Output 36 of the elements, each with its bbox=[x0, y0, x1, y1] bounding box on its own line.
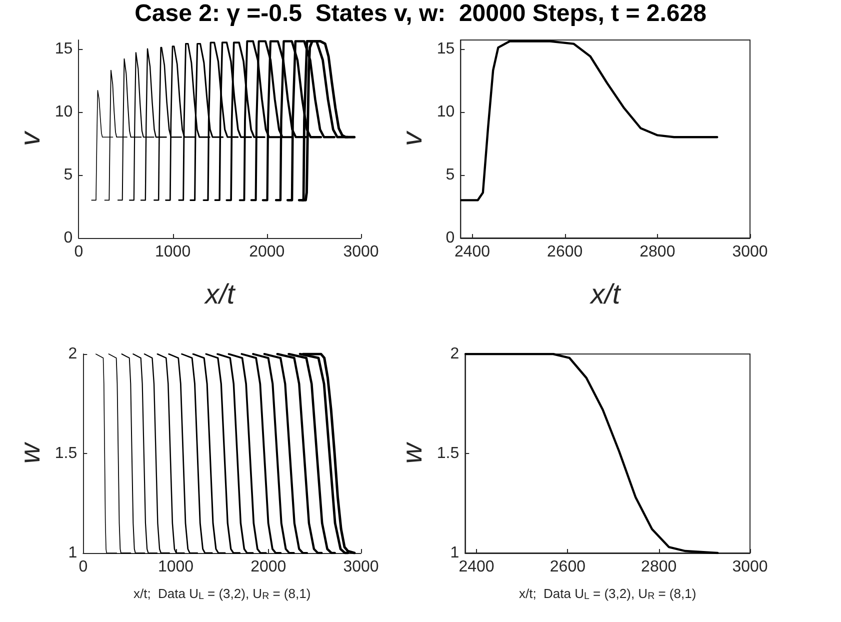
y-tick-label: 1 bbox=[450, 544, 460, 562]
x-tick-label: 2000 bbox=[249, 244, 285, 260]
x-tick-label: 2800 bbox=[641, 558, 677, 576]
y-tick-label: 0 bbox=[64, 230, 73, 246]
x-tick-label: 2600 bbox=[547, 244, 583, 260]
x-tick-label: 0 bbox=[78, 558, 88, 576]
y-tick-label: 2 bbox=[450, 346, 460, 362]
y-tick-label: 1 bbox=[68, 544, 78, 562]
y-axis-title: w bbox=[14, 442, 46, 464]
y-axis-title: w bbox=[396, 442, 428, 464]
y-tick-label: 5 bbox=[64, 166, 73, 184]
y-tick-label: 0 bbox=[446, 230, 455, 246]
y-tick-label: 1.5 bbox=[54, 445, 78, 462]
text: Case 2: γ =-0.5 States v, w: 20000 Steps, t = 2.628 bbox=[134, 0, 708, 28]
y-tick-label: 2 bbox=[68, 346, 78, 362]
y-tick-label: 5 bbox=[446, 166, 455, 184]
x-tick-label: 3000 bbox=[732, 558, 768, 576]
y-tick-label: 1.5 bbox=[436, 445, 460, 462]
x-tick-label: 3000 bbox=[732, 244, 768, 260]
y-tick-label: 10 bbox=[436, 103, 455, 120]
x-tick-label: 2400 bbox=[458, 558, 494, 576]
x-tick-label: 3000 bbox=[343, 244, 379, 260]
x-tick-label: 2000 bbox=[250, 558, 286, 576]
y-axis-title: v bbox=[14, 130, 46, 146]
x-tick-label: 2400 bbox=[454, 244, 490, 260]
x-tick-label: 1000 bbox=[158, 558, 194, 576]
y-tick-label: 15 bbox=[436, 40, 455, 58]
y-tick-label: 10 bbox=[54, 103, 73, 120]
x-tick-label: 2600 bbox=[550, 558, 586, 576]
x-tick-label: 2800 bbox=[640, 244, 676, 260]
x-axis-title: x/t bbox=[588, 278, 622, 310]
x-tick-label: 1000 bbox=[155, 244, 191, 260]
x-tick-label: 3000 bbox=[343, 558, 379, 576]
y-tick-label: 15 bbox=[54, 40, 73, 58]
x-axis-title: x/t bbox=[203, 278, 236, 310]
y-axis-title: v bbox=[396, 130, 428, 146]
